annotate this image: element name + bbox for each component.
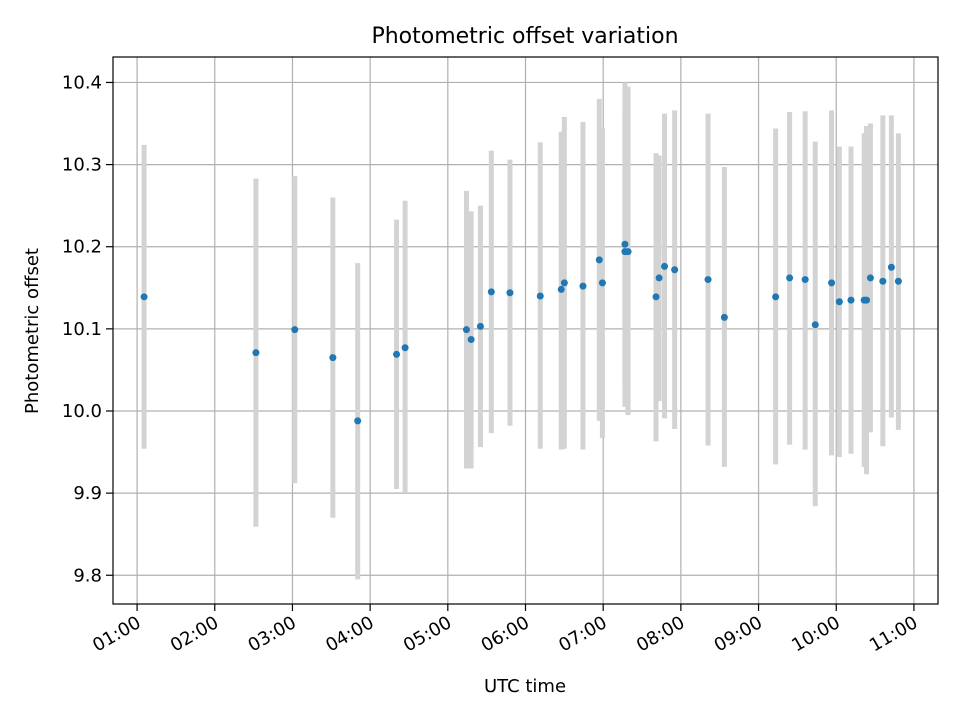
data-point [598, 279, 606, 287]
data-point [671, 266, 679, 274]
data-point [720, 313, 728, 321]
data-point [467, 336, 475, 344]
y-tick-label: 9.9 [73, 483, 102, 504]
data-point [624, 248, 632, 256]
data-point [595, 256, 603, 264]
y-tick-label: 10.0 [62, 401, 102, 422]
y-tick-label: 10.2 [62, 237, 102, 258]
y-axis-label: Photometric offset [22, 248, 43, 414]
data-point [140, 293, 148, 301]
data-point [879, 277, 887, 285]
data-point [476, 322, 484, 330]
data-point [329, 354, 337, 362]
data-point [291, 326, 299, 334]
data-point [887, 263, 895, 271]
data-point [557, 285, 565, 293]
data-point [401, 344, 409, 352]
data-point [462, 326, 470, 334]
x-axis-label: UTC time [484, 676, 566, 697]
data-point [536, 292, 544, 300]
data-point [801, 276, 809, 284]
data-point [487, 288, 495, 296]
data-point [579, 282, 587, 290]
data-point [252, 349, 260, 357]
data-point [894, 277, 902, 285]
grid [113, 57, 938, 604]
y-tick-label: 10.4 [62, 72, 102, 93]
y-axis-ticks: 9.8 9.9 10.0 10.1 10.2 10.3 10.4 [62, 72, 113, 586]
data-point [786, 274, 794, 282]
data-point [847, 296, 855, 304]
chart-title: Photometric offset variation [371, 24, 678, 49]
data-point [704, 276, 712, 284]
y-tick-label: 10.1 [62, 319, 102, 340]
data-point [866, 274, 874, 282]
data-point [828, 279, 836, 287]
data-point [655, 274, 663, 282]
data-point [772, 293, 780, 301]
data-point [811, 321, 819, 329]
y-tick-label: 10.3 [62, 155, 102, 176]
data-point [393, 350, 401, 358]
data-point [354, 417, 362, 425]
data-point [661, 262, 669, 270]
y-tick-label: 9.8 [73, 565, 102, 586]
data-point [560, 279, 568, 287]
data-points [140, 240, 902, 425]
data-point [652, 293, 660, 301]
data-point [863, 296, 871, 304]
data-point [621, 240, 629, 248]
data-point [506, 289, 514, 297]
data-point [835, 298, 843, 306]
